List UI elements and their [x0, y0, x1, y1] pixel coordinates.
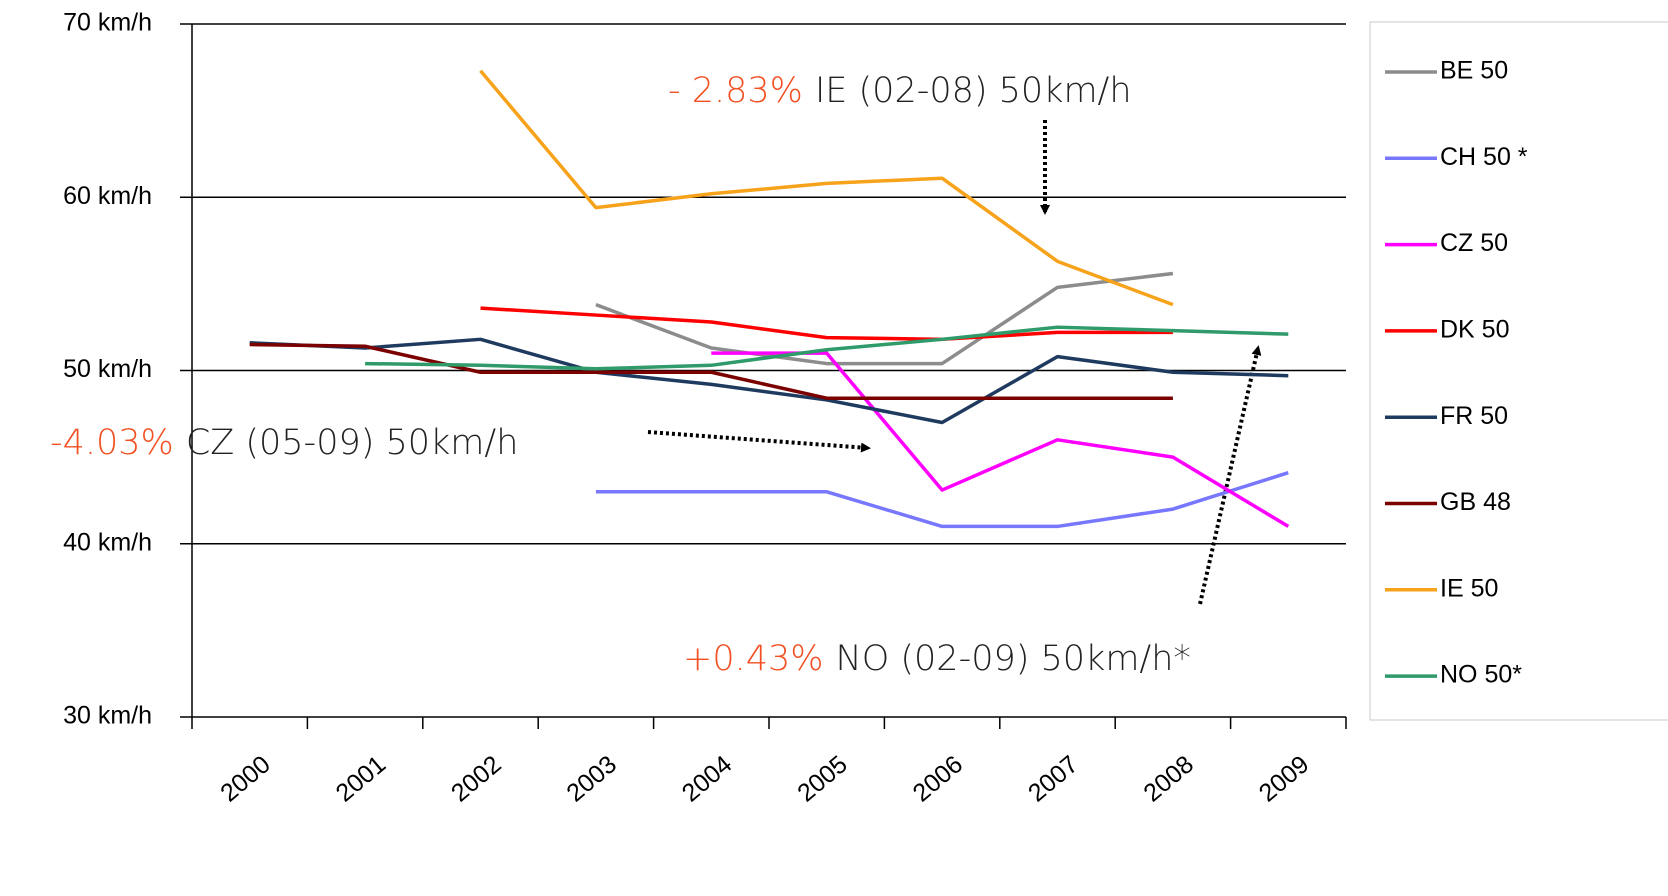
x-tick-label: 2007 — [1023, 750, 1084, 807]
series-line — [249, 337, 1289, 425]
x-tick-label: 2008 — [1138, 750, 1199, 807]
annotation: +0.43% NO (02-09) 50km/h* — [683, 639, 1191, 679]
x-tick-label: 2006 — [908, 750, 969, 807]
annotation-text: IE (02-08) 50km/h — [815, 71, 1132, 111]
arrow — [1198, 345, 1262, 605]
annotation-change: - 2.83% — [668, 71, 803, 111]
x-tick-label: 2005 — [792, 750, 853, 807]
series-line — [365, 325, 1289, 371]
legend-label: CH 50 * — [1440, 143, 1528, 171]
legend-label: CZ 50 — [1440, 229, 1508, 257]
y-tick-label: 40 km/h — [63, 528, 152, 556]
series-line — [480, 306, 1173, 342]
y-tick-label: 70 km/h — [63, 9, 152, 37]
y-tick-label: 30 km/h — [63, 702, 152, 730]
legend-label: DK 50 — [1440, 316, 1509, 344]
y-tick-label: 60 km/h — [63, 182, 152, 210]
x-tick-label: 2009 — [1254, 750, 1315, 807]
annotation-change: -4.03% — [50, 423, 174, 463]
legend-label: NO 50* — [1440, 661, 1522, 689]
annotation-text: NO (02-09) 50km/h* — [836, 639, 1191, 679]
x-tick-label: 2002 — [446, 750, 507, 807]
annotation-change: +0.43% — [683, 639, 824, 679]
annotation-text: CZ (05-09) 50km/h — [186, 423, 519, 463]
series-line — [479, 69, 1174, 307]
x-tick-label: 2003 — [561, 750, 622, 807]
series-line — [249, 342, 1173, 400]
annotation: -4.03% CZ (05-09) 50km/h — [50, 423, 518, 463]
legend-box — [1369, 21, 1668, 721]
legend-label: GB 48 — [1440, 488, 1511, 516]
x-tick-label: 2004 — [677, 750, 738, 807]
legend-label: FR 50 — [1440, 402, 1508, 430]
arrow — [647, 430, 871, 453]
x-tick-label: 2001 — [331, 750, 392, 807]
y-tick-label: 50 km/h — [63, 355, 152, 383]
series-line — [595, 471, 1289, 529]
x-tick-label: 2000 — [215, 750, 276, 807]
annotation: - 2.83% IE (02-08) 50km/h — [668, 71, 1132, 111]
legend-label: BE 50 — [1440, 57, 1508, 85]
legend-label: IE 50 — [1440, 574, 1498, 602]
series-line — [595, 271, 1174, 366]
